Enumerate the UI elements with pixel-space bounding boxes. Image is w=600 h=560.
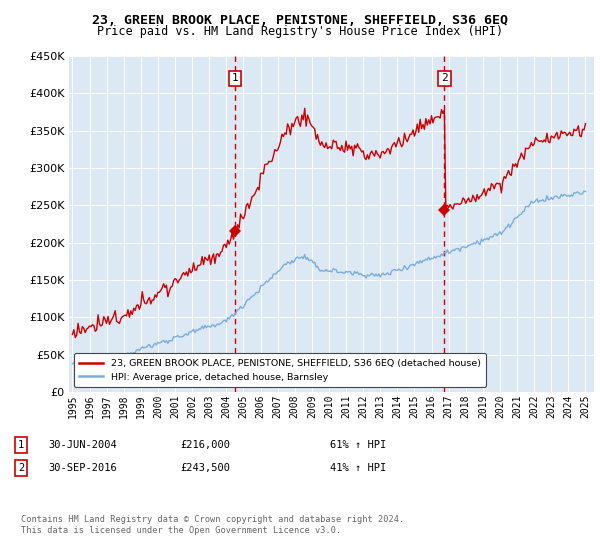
Text: 1: 1: [232, 73, 238, 83]
Text: 2: 2: [441, 73, 448, 83]
Legend: 23, GREEN BROOK PLACE, PENISTONE, SHEFFIELD, S36 6EQ (detached house), HPI: Aver: 23, GREEN BROOK PLACE, PENISTONE, SHEFFI…: [74, 353, 486, 388]
Text: 30-JUN-2004: 30-JUN-2004: [48, 440, 117, 450]
Text: £243,500: £243,500: [180, 463, 230, 473]
Text: Contains HM Land Registry data © Crown copyright and database right 2024.
This d: Contains HM Land Registry data © Crown c…: [21, 515, 404, 535]
Text: 41% ↑ HPI: 41% ↑ HPI: [330, 463, 386, 473]
Text: 1: 1: [18, 440, 24, 450]
Text: 23, GREEN BROOK PLACE, PENISTONE, SHEFFIELD, S36 6EQ: 23, GREEN BROOK PLACE, PENISTONE, SHEFFI…: [92, 14, 508, 27]
Text: £216,000: £216,000: [180, 440, 230, 450]
Text: 30-SEP-2016: 30-SEP-2016: [48, 463, 117, 473]
Text: 2: 2: [18, 463, 24, 473]
Text: Price paid vs. HM Land Registry's House Price Index (HPI): Price paid vs. HM Land Registry's House …: [97, 25, 503, 38]
Text: 61% ↑ HPI: 61% ↑ HPI: [330, 440, 386, 450]
